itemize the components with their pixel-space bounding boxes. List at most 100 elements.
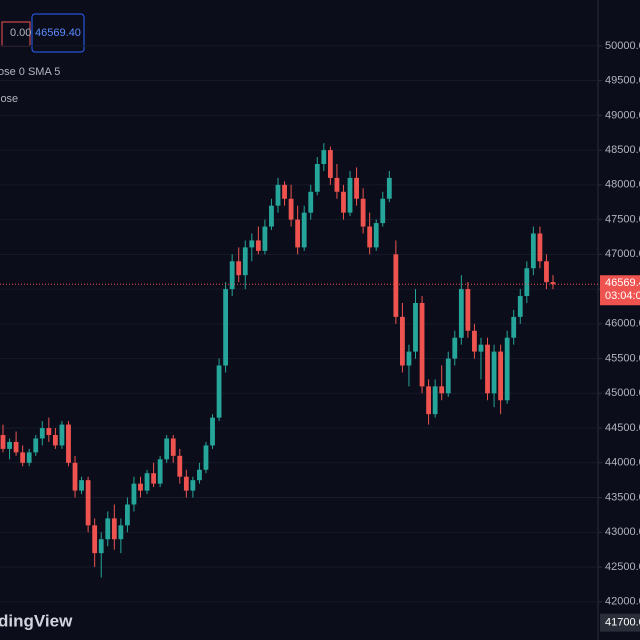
candle-body — [314, 163, 320, 192]
legend-change: 0.00 — [10, 27, 31, 39]
candle-body — [478, 344, 484, 352]
y-tick-label: 44000.0 — [605, 457, 640, 469]
candle-body — [203, 445, 209, 470]
y-tick-label: 45000.0 — [605, 387, 640, 399]
candle-body — [262, 226, 268, 251]
legend-price-box — [31, 13, 85, 53]
candle-body — [197, 469, 202, 481]
candle-body — [98, 539, 104, 554]
crosshair-box — [600, 613, 640, 632]
candle-body — [52, 435, 58, 446]
legend-sma: ose 0 SMA 5 — [0, 66, 60, 78]
candle-body — [210, 417, 215, 446]
y-tick-label: 50000.0 — [605, 40, 640, 52]
candle-body — [183, 476, 189, 491]
candle-body — [39, 428, 45, 439]
candle-body — [485, 344, 490, 394]
candle-body — [347, 177, 353, 213]
candle-body — [413, 302, 418, 352]
y-tick-label: 48000.0 — [605, 179, 640, 191]
candle-body — [157, 459, 163, 484]
candle-body — [393, 254, 399, 317]
candle-body — [190, 480, 196, 491]
candle-body — [452, 337, 458, 359]
candle-body — [125, 504, 130, 526]
candle-body — [321, 150, 327, 164]
y-tick-label: 47500.0 — [605, 213, 640, 225]
y-tick-label: 43500.0 — [605, 491, 640, 503]
candle-body — [400, 316, 405, 366]
candle-body — [223, 289, 229, 366]
y-tick-label: 42500.0 — [605, 561, 640, 573]
candle-body — [92, 525, 98, 554]
candle-body — [380, 198, 386, 224]
candle-body — [511, 316, 517, 338]
candle-body — [26, 452, 32, 463]
candle-body — [216, 365, 222, 418]
candle-body — [458, 289, 464, 338]
candle-body — [242, 247, 248, 276]
candle-body — [406, 351, 412, 366]
y-tick-label: 47000.0 — [605, 248, 640, 260]
crosshair-label: 41700.0 — [605, 617, 640, 629]
candle-body — [131, 483, 137, 505]
candle-body — [544, 261, 549, 283]
watermark: dingView — [0, 611, 73, 630]
candle-body — [367, 226, 373, 248]
legend-close: lose — [0, 93, 18, 105]
y-tick-label: 46000.0 — [605, 318, 640, 330]
candle-body — [66, 424, 71, 463]
y-tick-label: 49000.0 — [605, 109, 640, 121]
candle-body — [386, 177, 392, 199]
candle-body — [13, 441, 19, 453]
countdown-label: 03:04:02 — [605, 290, 640, 302]
candle-body — [282, 184, 287, 199]
candle-body — [491, 351, 497, 394]
candle-body — [105, 518, 111, 540]
candle-body — [308, 191, 314, 213]
candle-body — [327, 150, 333, 178]
candle-body — [170, 438, 176, 456]
candle-body — [334, 177, 340, 192]
last-price-label: 46569.40 — [605, 277, 640, 289]
candle-body — [432, 386, 438, 415]
candle-body — [7, 441, 12, 449]
candle-body — [360, 198, 366, 227]
y-tick-label: 42000.0 — [605, 596, 640, 608]
candle-body — [288, 198, 294, 220]
candle-body — [354, 177, 359, 199]
candle-body — [20, 452, 26, 463]
candle-body — [269, 205, 274, 227]
last-price-box — [600, 275, 640, 306]
candle-body — [341, 191, 346, 213]
candle-body — [550, 282, 556, 285]
candle-body — [144, 473, 150, 491]
y-tick-label: 44500.0 — [605, 422, 640, 434]
candle-body — [445, 358, 451, 394]
candle-body — [373, 223, 379, 248]
candle-body — [46, 428, 52, 436]
candle-body — [537, 233, 543, 262]
candle-body — [504, 337, 510, 401]
candle-body — [517, 296, 523, 317]
candle-body — [164, 438, 170, 460]
candle-body — [118, 525, 124, 540]
candle-body — [249, 240, 255, 248]
y-tick-label: 49500.0 — [605, 75, 640, 87]
candle-body — [111, 518, 117, 540]
candle-body — [229, 261, 235, 290]
candle-body — [138, 483, 143, 491]
candle-body — [59, 424, 65, 446]
candle-body — [524, 268, 530, 297]
candle-body — [85, 480, 91, 526]
candle-body — [419, 302, 425, 387]
candle-body — [151, 473, 156, 484]
candle-body — [426, 386, 431, 415]
candle-body — [255, 240, 261, 251]
y-tick-label: 43000.0 — [605, 526, 640, 538]
candle-body — [439, 386, 445, 394]
candle-body — [33, 438, 39, 453]
candle-body — [79, 480, 84, 491]
